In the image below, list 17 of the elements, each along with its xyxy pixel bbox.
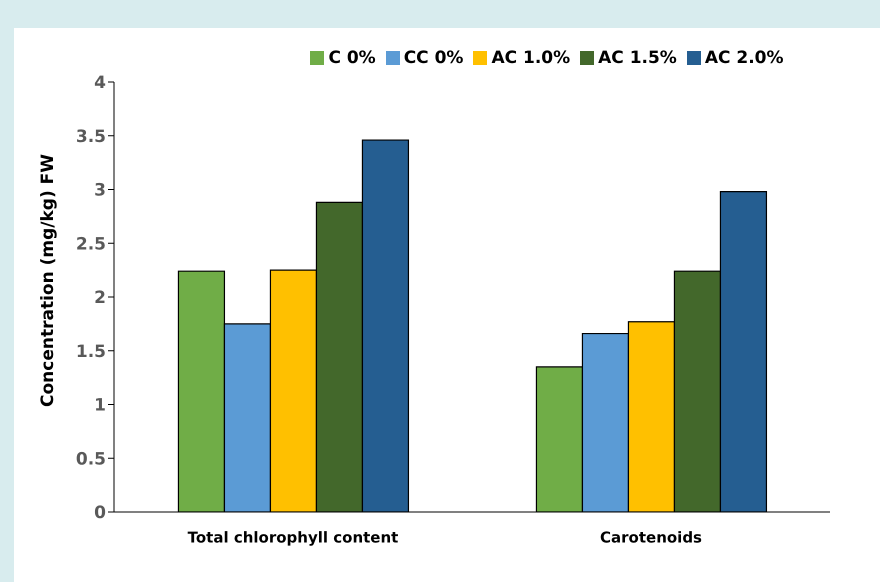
y-tick-label: 4 [94,73,106,94]
x-tick-label: Total chlorophyll content [188,528,398,547]
y-tick-label: 3 [94,180,106,201]
legend-label: CC 0% [404,48,464,68]
legend-label: AC 2.0% [704,48,784,68]
legend-label: C 0% [328,48,376,68]
y-tick-label: 2.5 [76,234,106,254]
y-tick-label: 1 [94,396,106,416]
x-tick-label: Carotenoids [600,528,702,547]
y-tick-label: 1.5 [76,342,106,362]
legend-label: AC 1.0% [491,48,570,68]
y-tick-label: 0.5 [76,449,106,470]
y-tick-label: 2 [94,288,106,308]
y-axis-title: Concentration (mg/kg) FW [38,154,58,407]
y-tick-label: 3.5 [76,126,106,147]
y-tick-label: 0 [94,503,106,524]
legend-label: AC 1.5% [598,48,677,68]
